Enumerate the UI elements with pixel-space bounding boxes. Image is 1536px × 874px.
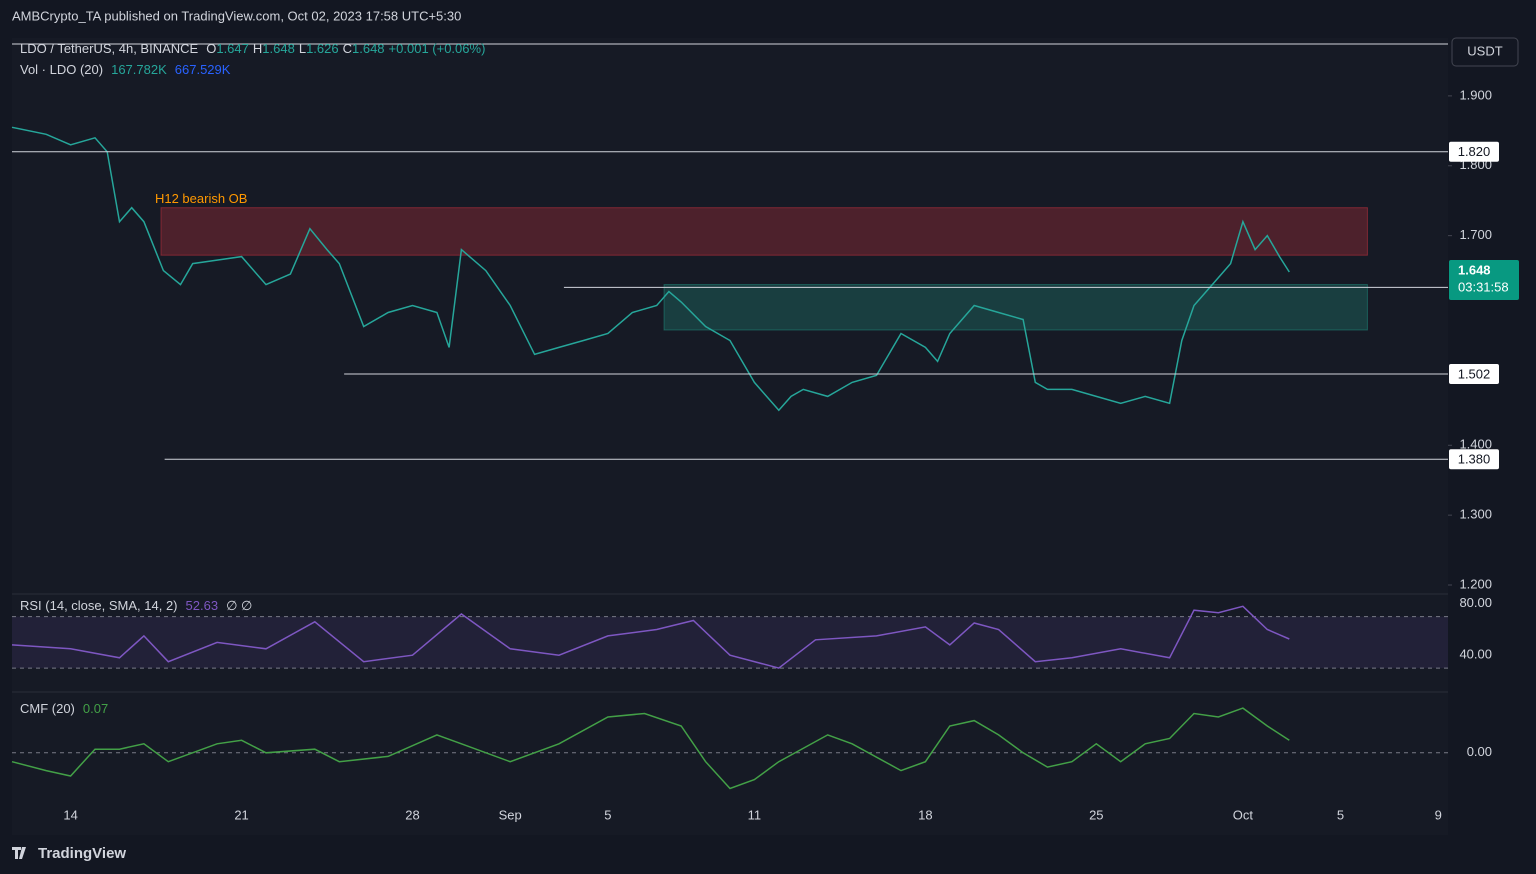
ohlc-value: 1.648 [262,41,295,56]
last-price-tag [1449,259,1519,300]
level-tag [1449,141,1499,162]
rsi-value: 52.63 [186,598,219,613]
zone [160,207,1368,256]
ohlc-key: H [253,41,262,56]
y-tick-label: 1.700 [1459,227,1492,242]
volume-title: Vol · LDO (20) [20,62,103,77]
zone [663,284,1368,331]
y-tick-label: 1.200 [1459,576,1492,591]
plot-area [12,38,1448,835]
x-tick-label: 28 [405,807,419,822]
cmf-legend: CMF (20) 0.07 [20,701,108,716]
level-label: 1.502 [1458,366,1491,381]
publisher: AMBCrypto_TA published on TradingView.co… [12,8,461,23]
y-tick-label: 80.00 [1459,595,1492,610]
level-label: 1.820 [1458,144,1491,159]
level-tag [1449,449,1499,470]
footer-brand: TradingView [38,845,126,862]
annotation: H12 bearish OB [155,191,248,206]
currency[interactable]: USDT [1467,43,1502,58]
rsi-extra: ∅ ∅ [226,598,252,613]
last-price: 1.648 [1458,262,1491,277]
rsi-legend: RSI (14, close, SMA, 14, 2) 52.63 ∅ ∅ [20,598,252,613]
series-line [11,605,1290,669]
y-tick-label: 1.900 [1459,87,1492,102]
y-tick-label: 1.400 [1459,437,1492,452]
x-tick-label: Oct [1233,807,1254,822]
series-line [11,126,1290,412]
currency-button[interactable] [1451,37,1519,67]
x-tick-label: 18 [918,807,932,822]
volume-legend: Vol · LDO (20) 167.782K 667.529K [20,62,231,77]
cmf-title: CMF (20) [20,701,75,716]
y-tick-label: 1.300 [1459,507,1492,522]
level-label: 1.380 [1458,452,1491,467]
ohlc-value: 1.648 [352,41,385,56]
symbol: LDO / TetherUS, 4h, BINANCE [20,41,199,56]
ohlc-key: O [206,41,216,56]
x-tick-label: 9 [1435,807,1442,822]
y-tick-label: 0.00 [1467,744,1492,759]
rsi-band [12,616,1448,669]
x-tick-label: 25 [1089,807,1103,822]
logo [12,847,26,859]
change: +0.001 (+0.06%) [389,41,486,56]
x-tick-label: 21 [234,807,248,822]
countdown: 03:31:58 [1458,279,1509,294]
volume-value: 667.529K [175,62,231,77]
cmf-value: 0.07 [83,701,108,716]
series-line [11,707,1290,790]
ohlc-key: L [299,41,306,56]
x-tick-label: 14 [63,807,77,822]
x-tick-label: Sep [499,807,522,822]
symbol-legend: LDO / TetherUS, 4h, BINANCE O1.647 H1.648 L… [20,41,485,56]
y-tick-label: 40.00 [1459,647,1492,662]
rsi-title: RSI (14, close, SMA, 14, 2) [20,598,178,613]
ohlc-value: 1.626 [306,41,339,56]
x-tick-label: 5 [604,807,611,822]
x-tick-label: 5 [1337,807,1344,822]
level-tag [1449,363,1499,384]
ohlc-key: C [343,41,352,56]
volume-value: 167.782K [111,62,167,77]
x-tick-label: 11 [748,807,762,822]
ohlc-value: 1.647 [216,41,249,56]
